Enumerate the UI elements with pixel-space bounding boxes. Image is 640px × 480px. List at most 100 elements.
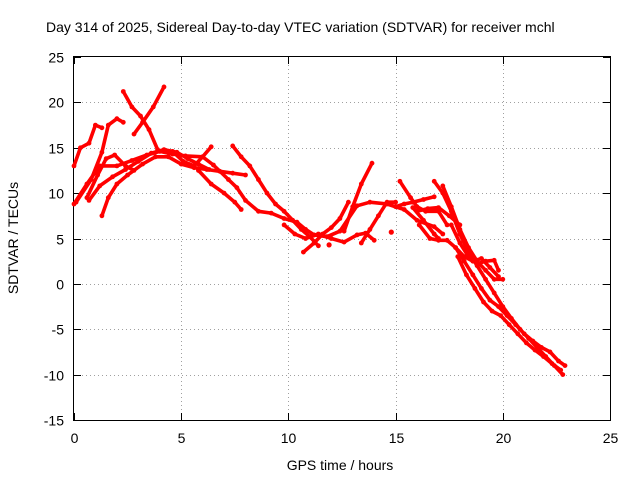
track-1-point-22 (354, 203, 360, 209)
track-9-point-0 (170, 149, 176, 154)
track-19-point-16 (556, 358, 561, 364)
y-tick-label--15: -15 (44, 413, 64, 429)
track-23-point-1 (461, 254, 467, 259)
track-19-point-6 (470, 272, 476, 278)
track-1-point-11 (226, 177, 231, 182)
track-21-point-5 (483, 267, 488, 273)
track-10-point-4 (238, 207, 244, 212)
y-tick-label--10: -10 (44, 368, 64, 384)
track-2-point-3 (93, 122, 98, 128)
series-track-3 (73, 116, 126, 205)
track-6-point-10 (217, 168, 223, 174)
track-17-line (410, 205, 441, 241)
track-2-point-4 (99, 125, 105, 131)
track-7-point-4 (155, 147, 161, 153)
y-tick-label--5: -5 (52, 322, 65, 338)
track-13-point-6 (354, 232, 360, 238)
track-24-point-4 (489, 308, 495, 314)
track-10-point-1 (208, 181, 214, 187)
track-21-point-7 (500, 276, 506, 282)
track-24-point-1 (464, 272, 469, 278)
track-19-point-5 (461, 258, 467, 264)
track-11-point-10 (316, 243, 321, 249)
track-12-point-5 (346, 199, 351, 205)
track-19-point-9 (496, 304, 501, 309)
track-6-point-11 (230, 170, 236, 176)
track-6-point-4 (140, 161, 146, 167)
track-5-point-3 (123, 167, 128, 172)
track-24-point-9 (532, 347, 538, 353)
track-11-point-6 (281, 208, 287, 214)
series-track-25 (393, 194, 437, 210)
track-4-point-3 (112, 152, 118, 158)
track-4-point-1 (95, 172, 100, 178)
axis-ticks (74, 57, 611, 421)
track-12-point-4 (337, 216, 343, 221)
track-5-point-5 (148, 150, 154, 156)
track-25-point-0 (393, 204, 398, 210)
series-track-17 (410, 205, 441, 241)
track-3-point-1 (88, 177, 94, 182)
track-22-point-3 (474, 261, 480, 267)
track-10-point-0 (196, 168, 201, 173)
track-19-point-1 (427, 236, 433, 241)
track-6-point-12 (243, 172, 248, 178)
track-15-point-2 (376, 213, 381, 219)
track-7-line (121, 89, 160, 152)
track-13-point-2 (303, 236, 308, 241)
track-19-point-17 (562, 363, 568, 368)
track-24-point-6 (506, 322, 512, 328)
x-tick-label-25: 25 (603, 430, 619, 446)
track-25-point-3 (421, 197, 426, 202)
y-tick-label-0: 0 (56, 277, 64, 293)
x-tick-labels: 0 5 10 15 20 25 (71, 430, 619, 446)
series-track-2 (71, 122, 105, 169)
track-6-point-3 (125, 172, 130, 178)
track-18-point-3 (446, 213, 452, 219)
series-track-13 (281, 222, 377, 245)
track-21-point-6 (491, 276, 497, 282)
track-1-point-27 (431, 224, 437, 230)
track-8-point-2 (150, 104, 156, 110)
track-11-point-0 (230, 143, 236, 149)
track-7-point-0 (120, 89, 126, 94)
track-16-point-0 (397, 178, 403, 184)
track-24-point-2 (472, 286, 478, 291)
track-18-point-2 (436, 205, 441, 211)
track-7-point-1 (129, 104, 135, 110)
track-15-point-1 (367, 227, 373, 232)
track-11-point-8 (298, 227, 304, 232)
track-21-point-2 (457, 227, 463, 232)
track-14-point-0 (341, 228, 347, 234)
track-1-point-21 (337, 228, 343, 234)
series-track-10 (196, 168, 244, 212)
track-13-point-4 (328, 236, 334, 241)
track-5-point-8 (185, 156, 191, 162)
track-4-point-2 (103, 156, 109, 162)
track-17-point-1 (421, 217, 426, 223)
track-25-point-2 (410, 199, 416, 205)
track-21-point-3 (466, 245, 471, 251)
track-11-point-4 (264, 190, 270, 196)
track-15-line (359, 200, 398, 245)
track-19-point-2 (436, 237, 441, 243)
track-24-point-5 (498, 313, 504, 318)
track-3-point-5 (120, 119, 126, 125)
series-track-8 (131, 84, 167, 137)
track-23-point-4 (487, 265, 493, 270)
track-9-point-2 (191, 163, 197, 169)
track-19-point-8 (487, 297, 493, 303)
series-track-5 (86, 147, 212, 203)
track-19-line (417, 223, 567, 368)
track-7-point-2 (138, 113, 143, 119)
track-3-point-4 (114, 116, 120, 122)
y-tick-label-10: 10 (48, 186, 64, 202)
x-tick-label-10: 10 (281, 430, 297, 446)
track-2-point-1 (78, 145, 83, 151)
track-20-point-10 (517, 326, 523, 332)
track-24-point-8 (524, 340, 529, 346)
track-13-point-3 (316, 231, 321, 237)
x-tick-label-15: 15 (389, 430, 405, 446)
track-25-point-4 (431, 194, 437, 200)
y-tick-label-20: 20 (48, 95, 64, 111)
